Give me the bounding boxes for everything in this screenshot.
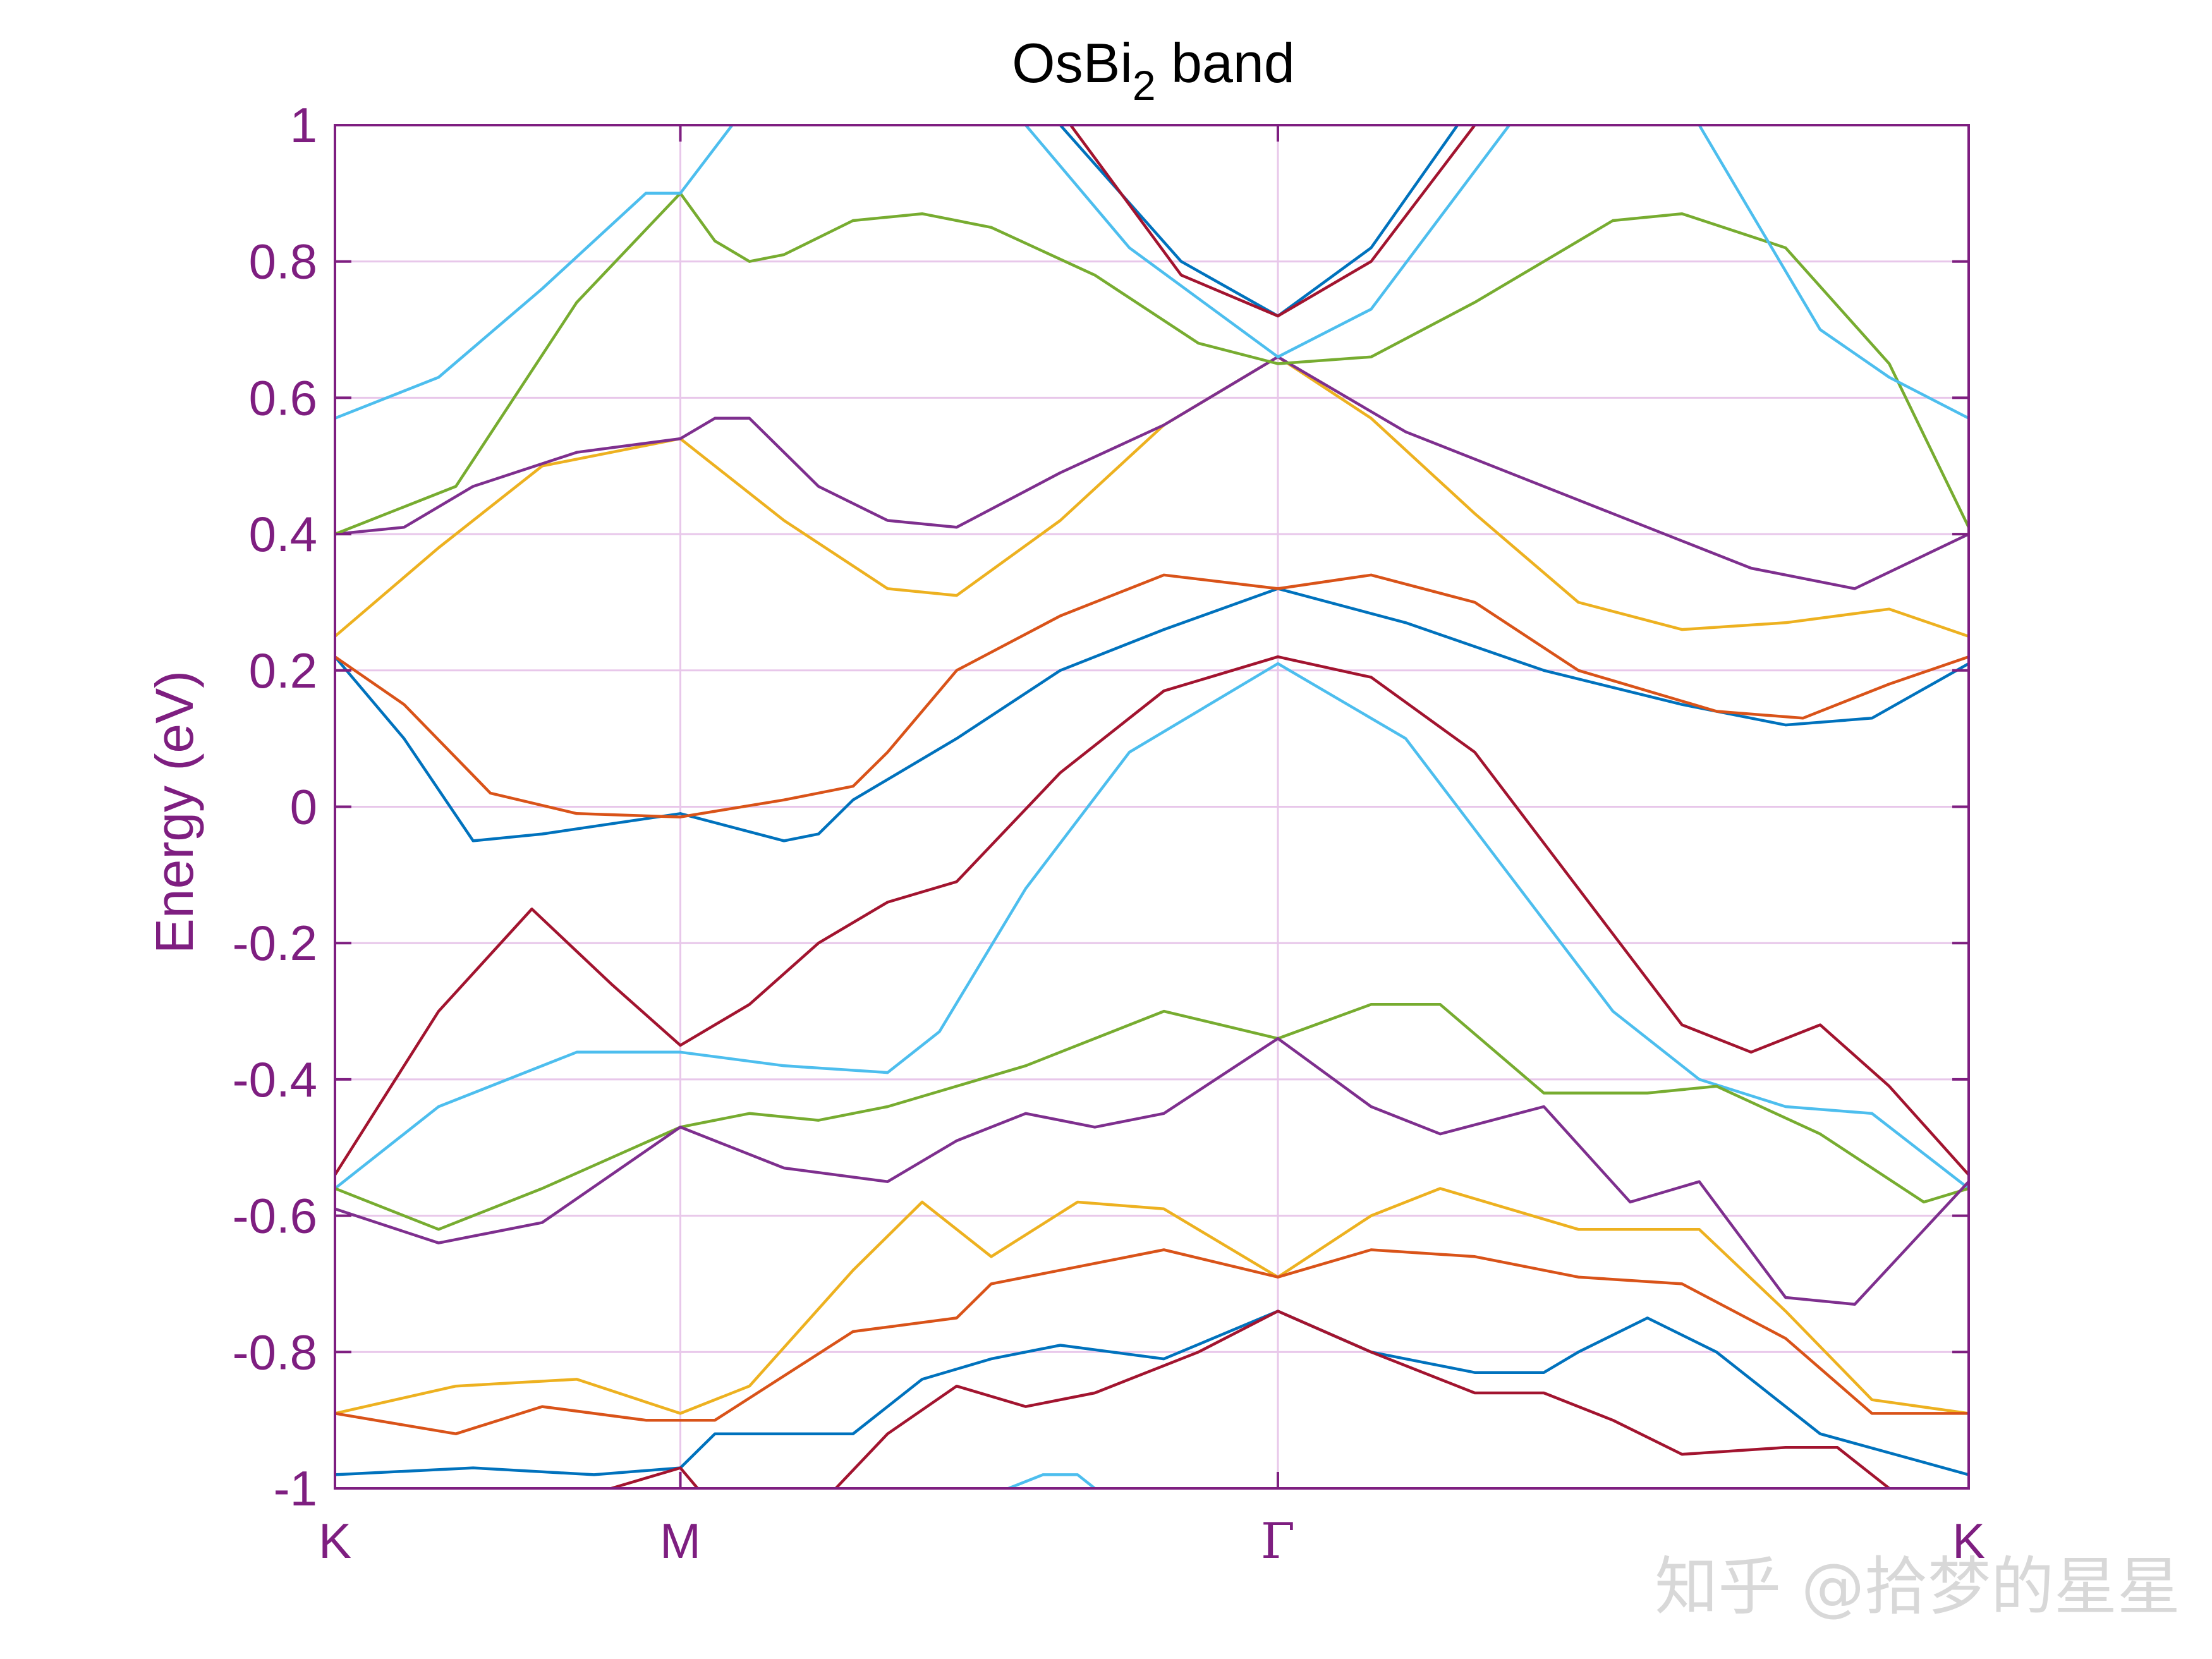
band-line: [335, 573, 1969, 818]
band-line: [335, 587, 1969, 842]
band-line: [611, 1466, 699, 1488]
y-tick-label: 1: [290, 97, 317, 153]
y-tick-label: -1: [274, 1461, 317, 1516]
band-line: [1059, 125, 1459, 318]
band-line: [335, 1248, 1969, 1435]
y-tick-label: 0.2: [249, 643, 317, 698]
title-main: OsBi: [1012, 32, 1133, 94]
x-tick-label: K: [319, 1513, 351, 1569]
band-line: [1698, 125, 1969, 420]
y-tick-label: -0.2: [233, 915, 317, 971]
band-line: [335, 662, 1969, 1190]
y-tick-label: 0: [290, 779, 317, 835]
band-line: [335, 191, 1969, 536]
chart-title: OsBi2 band: [1012, 32, 1295, 109]
x-tick-label: M: [660, 1513, 701, 1569]
y-tick-label: 0.4: [249, 506, 317, 562]
band-line: [1069, 125, 1476, 318]
band-line: [1007, 1473, 1096, 1488]
band-line: [335, 355, 1969, 590]
y-tick-label: -0.4: [233, 1052, 317, 1107]
watermark: 知乎 @拾梦的星星: [1655, 1550, 2180, 1624]
x-tick-label: Γ: [1261, 1513, 1295, 1570]
band-line: [335, 1003, 1969, 1231]
band-line: [335, 125, 734, 420]
y-tick-label: 0.8: [249, 234, 317, 289]
band-line: [335, 355, 1969, 638]
y-tick-label: -0.6: [233, 1188, 317, 1244]
axes: -1 -0.8 -0.6 -0.4 -0.2 0 0.2 0.4 0.6 0.8 1 K M Γ K: [233, 97, 1985, 1570]
x-tick-label: K: [1952, 1513, 1985, 1569]
band-line: [335, 655, 1969, 1176]
y-tick-label: 0.6: [249, 370, 317, 425]
band-line: [335, 1036, 1969, 1306]
band-line: [834, 1310, 1890, 1488]
grid-lines: [335, 124, 1969, 1490]
band-line: [1024, 125, 1510, 358]
title-subscript: 2: [1133, 62, 1156, 109]
y-tick-label: -0.8: [233, 1324, 317, 1380]
title-suffix: band: [1156, 32, 1295, 94]
band-lines: [335, 125, 1969, 1488]
y-axis-label: Energy (eV): [145, 671, 204, 954]
band-line: [335, 1187, 1969, 1415]
